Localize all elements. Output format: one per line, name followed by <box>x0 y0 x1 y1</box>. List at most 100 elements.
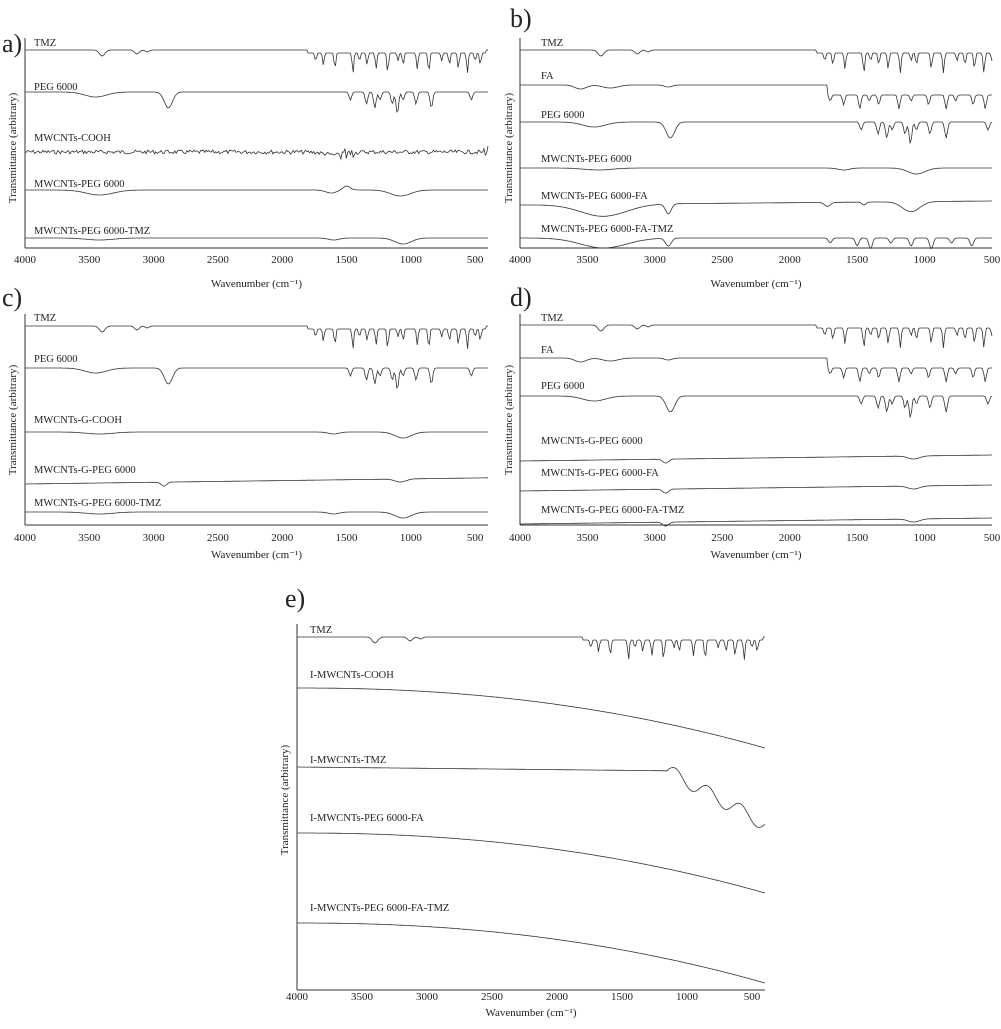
spectrum-line <box>25 185 488 197</box>
x-tick-label: 500 <box>984 532 1001 544</box>
x-tick-label: 2500 <box>481 991 504 1003</box>
x-tick-label: 1500 <box>846 254 869 266</box>
x-tick-label: 3000 <box>143 532 166 544</box>
series-label: MWCNTs-G-PEG 6000 <box>34 465 136 476</box>
x-tick-label: 1000 <box>914 532 937 544</box>
spectrum-line <box>24 145 489 161</box>
x-tick-label: 2000 <box>779 254 802 266</box>
x-tick-label: 4000 <box>286 991 309 1003</box>
series-label: MWCNTs-G-PEG 6000-FA-TMZ <box>541 505 684 516</box>
x-axis-title: Wavenumber (cm⁻¹) <box>711 549 802 561</box>
spectrum-line <box>25 431 488 439</box>
spectrum-line <box>25 49 488 73</box>
panel-label: c) <box>2 283 22 312</box>
panel-label: b) <box>510 4 532 33</box>
x-tick-label: 2000 <box>271 532 294 544</box>
x-tick-label: 2500 <box>207 254 230 266</box>
series-label: TMZ <box>541 38 563 49</box>
x-tick-label: 2500 <box>711 532 734 544</box>
spectrum-line <box>25 237 488 245</box>
y-axis-title: Transmittance (arbitrary) <box>503 364 515 475</box>
spectrum-line <box>520 395 993 418</box>
series-label: MWCNTs-PEG 6000-FA-TMZ <box>541 224 673 235</box>
series-label: MWCNTs-PEG 6000 <box>34 179 125 190</box>
spectrum-line <box>25 91 488 113</box>
spectrum-line <box>520 167 992 175</box>
x-tick-label: 3000 <box>143 254 166 266</box>
series-label: MWCNTs-PEG 6000-TMZ <box>34 226 150 237</box>
spectrum-line <box>297 687 766 749</box>
spectrum-line <box>25 367 488 389</box>
spectrum-line <box>25 325 488 349</box>
x-tick-label: 500 <box>467 254 484 266</box>
x-tick-label: 2000 <box>271 254 294 266</box>
series-label: TMZ <box>34 38 56 49</box>
spectrum-line <box>25 477 488 487</box>
spectrum-line <box>297 766 766 828</box>
x-tick-label: 1500 <box>336 532 359 544</box>
series-label: PEG 6000 <box>34 354 77 365</box>
spectrum-line <box>520 237 992 250</box>
x-axis-title: Wavenumber (cm⁻¹) <box>211 549 302 561</box>
series-label: FA <box>541 71 554 82</box>
x-tick-label: 4000 <box>509 532 532 544</box>
spectrum-line <box>520 49 993 74</box>
series-label: TMZ <box>541 313 563 324</box>
x-tick-label: 3500 <box>78 254 101 266</box>
x-tick-label: 3500 <box>576 532 599 544</box>
y-axis-title: Transmittance (arbitrary) <box>279 744 291 855</box>
series-label: I-MWCNTs-COOH <box>310 670 394 681</box>
x-tick-label: 3000 <box>644 254 667 266</box>
x-tick-label: 3000 <box>644 532 667 544</box>
x-tick-label: 500 <box>744 991 761 1003</box>
spectrum-line <box>297 832 766 894</box>
x-axis-title: Wavenumber (cm⁻¹) <box>711 278 802 290</box>
series-label: MWCNTs-G-PEG 6000-FA <box>541 468 659 479</box>
series-label: I-MWCNTs-PEG 6000-FA <box>310 813 424 824</box>
series-label: I-MWCNTs-TMZ <box>310 755 386 766</box>
series-label: MWCNTs-PEG 6000-FA <box>541 191 648 202</box>
x-axis-title: Wavenumber (cm⁻¹) <box>486 1007 577 1019</box>
series-label: MWCNTs-PEG 6000 <box>541 154 632 165</box>
series-label: PEG 6000 <box>34 82 77 93</box>
x-tick-label: 1500 <box>846 532 869 544</box>
panel-label: a) <box>2 29 22 58</box>
spectrum-line <box>520 121 993 144</box>
spectrum-line <box>520 454 992 464</box>
x-tick-label: 1000 <box>676 991 699 1003</box>
x-tick-label: 4000 <box>14 532 37 544</box>
spectrum-line <box>297 922 766 984</box>
series-label: PEG 6000 <box>541 381 584 392</box>
spectrum-line <box>520 200 992 217</box>
x-tick-label: 4000 <box>14 254 37 266</box>
x-tick-label: 2500 <box>711 254 734 266</box>
series-label: MWCNTs-G-PEG 6000 <box>541 436 643 447</box>
y-axis-title: Transmittance (arbitrary) <box>7 92 19 203</box>
x-tick-label: 3500 <box>576 254 599 266</box>
series-label: PEG 6000 <box>541 110 584 121</box>
spectrum-line <box>520 517 992 527</box>
series-label: MWCNTs-COOH <box>34 133 111 144</box>
series-label: TMZ <box>34 313 56 324</box>
spectrum-line <box>520 84 992 110</box>
series-label: FA <box>541 345 554 356</box>
spectrum-line <box>297 636 765 660</box>
x-tick-label: 3500 <box>351 991 374 1003</box>
y-axis-title: Transmittance (arbitrary) <box>7 364 19 475</box>
x-tick-label: 1000 <box>914 254 937 266</box>
series-label: MWCNTs-G-PEG 6000-TMZ <box>34 498 161 509</box>
x-tick-label: 500 <box>467 532 484 544</box>
panel-label: e) <box>285 584 305 613</box>
series-label: TMZ <box>310 625 332 636</box>
x-tick-label: 4000 <box>509 254 532 266</box>
panel-label: d) <box>510 283 532 312</box>
x-tick-label: 2500 <box>207 532 230 544</box>
x-tick-label: 1500 <box>611 991 634 1003</box>
spectrum-line <box>25 511 488 519</box>
spectrum-line <box>520 357 992 383</box>
x-tick-label: 2000 <box>546 991 569 1003</box>
x-tick-label: 500 <box>984 254 1001 266</box>
y-axis-title: Transmittance (arbitrary) <box>503 92 515 203</box>
